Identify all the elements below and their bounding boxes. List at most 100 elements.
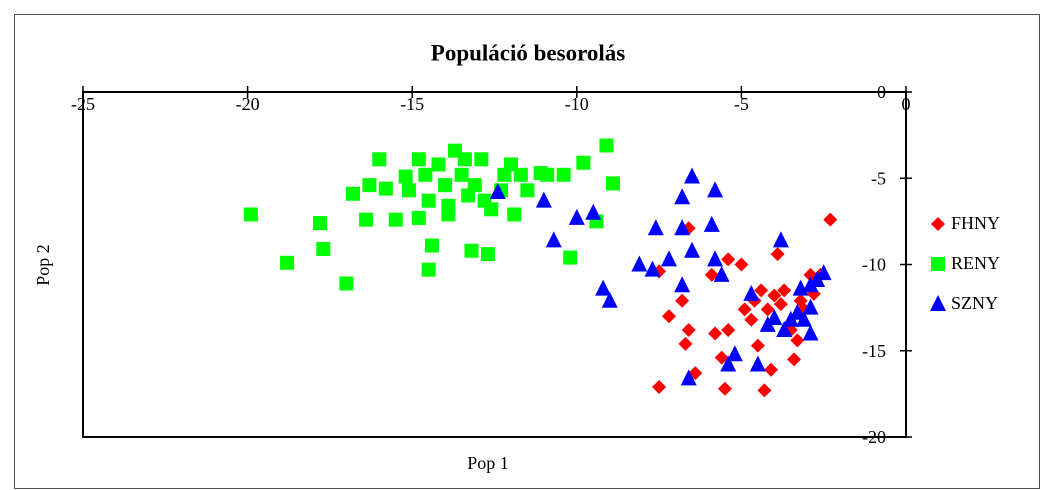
point [576,155,591,170]
point [345,186,360,201]
point [431,157,446,172]
point [563,250,578,265]
point [720,355,737,372]
point [280,255,295,270]
point [704,267,719,282]
legend-marker [930,295,946,311]
point [631,255,648,272]
point [644,260,661,277]
x-tick-label: -5 [734,94,749,114]
point [378,181,393,196]
point [684,167,701,184]
point [721,323,736,338]
point [467,178,482,193]
point [675,293,690,308]
point [359,212,374,227]
point [772,231,789,248]
point [652,379,667,394]
point [438,178,453,193]
point [708,326,723,341]
point [606,176,621,191]
point [424,238,439,253]
point [773,297,788,312]
point [568,208,585,225]
chart-title: Populáció besorolás [431,40,626,65]
point [507,207,522,222]
point [454,167,469,182]
point [480,247,495,262]
y-tick-label: -15 [862,341,886,361]
point [316,241,331,256]
y-tick-label: -5 [871,168,886,188]
point [777,283,792,298]
point [418,167,433,182]
point [717,381,732,396]
point [601,291,618,308]
point [713,265,730,282]
point [535,191,552,208]
legend-label: RENY [951,253,1000,273]
point [421,262,436,277]
point [681,323,696,338]
point [362,178,377,193]
point [464,243,479,258]
x-tick-label: -20 [236,94,260,114]
point [678,336,693,351]
point [595,279,612,296]
point [802,298,819,315]
point [815,264,832,281]
point [599,138,614,153]
y-tick-label: 0 [877,82,886,102]
point [737,302,752,317]
point [484,202,499,217]
point [540,167,555,182]
point [660,250,677,267]
point [757,383,772,398]
point [401,183,416,198]
point [721,252,736,267]
point [767,288,782,303]
point [661,309,676,324]
point [754,283,769,298]
point [734,257,749,272]
point [743,284,760,301]
point [513,167,528,182]
point [388,212,403,227]
point [421,193,436,208]
point [764,362,779,377]
point [674,219,691,236]
point [411,152,426,167]
point [680,369,697,386]
x-tick-label: -10 [565,94,589,114]
point [776,321,793,338]
point [823,212,838,227]
legend-label: SZNY [951,293,998,313]
point [585,203,602,220]
point [489,183,506,200]
point [372,152,387,167]
point [674,188,691,205]
point [787,352,802,367]
legend-marker [931,257,945,271]
point [750,338,765,353]
point [556,167,571,182]
point [441,207,456,222]
point [684,241,701,258]
chart-border [14,14,1040,489]
point [647,219,664,236]
legend-marker [931,217,945,231]
point [789,303,806,320]
y-axis-title: Pop 2 [33,244,53,286]
point [726,345,743,362]
point [795,310,812,327]
point [802,324,819,341]
point [398,169,413,184]
point [714,350,729,365]
y-tick-label: -10 [862,255,886,275]
point [760,302,775,317]
point [474,152,489,167]
point [707,181,724,198]
point [770,247,785,262]
point [744,312,759,327]
y-tick-label: -20 [862,427,886,447]
